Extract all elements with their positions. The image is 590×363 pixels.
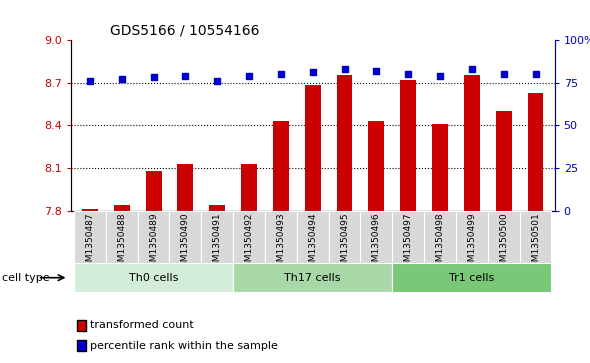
Text: GSM1350492: GSM1350492 [244,212,254,273]
Bar [360,211,392,263]
Text: GSM1350488: GSM1350488 [117,212,126,273]
Bar [74,211,106,263]
Text: transformed count: transformed count [90,320,194,330]
Bar [329,211,360,263]
Text: percentile rank within the sample: percentile rank within the sample [90,340,277,351]
Bar [297,211,329,263]
Point [499,71,509,77]
Bar [424,211,456,263]
Bar [241,164,257,211]
Bar [520,211,552,263]
Point [435,73,445,79]
Bar [233,211,265,263]
Bar [527,93,543,211]
Text: GSM1350499: GSM1350499 [467,212,476,273]
Point [181,73,190,79]
Text: Th0 cells: Th0 cells [129,273,178,283]
Point [85,78,94,84]
Point [467,66,477,72]
Point [244,73,254,79]
Bar [201,211,233,263]
Point [117,76,126,82]
Bar [74,263,233,292]
Bar [305,85,320,211]
Bar [209,205,225,211]
Bar [464,76,480,211]
Point [404,71,413,77]
Bar [146,171,162,211]
Point [340,66,349,72]
Point [531,71,540,77]
Bar [265,211,297,263]
Bar [400,80,416,211]
Bar [336,76,352,211]
Bar [392,263,552,292]
Text: GSM1350491: GSM1350491 [213,212,222,273]
Text: GSM1350489: GSM1350489 [149,212,158,273]
Bar [273,121,289,211]
Text: Th17 cells: Th17 cells [284,273,341,283]
Bar [368,121,384,211]
Bar [106,211,137,263]
Text: GSM1350497: GSM1350497 [404,212,412,273]
Point [212,78,222,84]
Bar [456,211,488,263]
Bar [392,211,424,263]
Bar [488,211,520,263]
Text: GSM1350498: GSM1350498 [435,212,444,273]
Bar [432,124,448,211]
Point [149,74,158,80]
Text: GDS5166 / 10554166: GDS5166 / 10554166 [110,23,259,37]
Text: GSM1350487: GSM1350487 [86,212,94,273]
Bar [114,205,130,211]
Bar [496,111,512,211]
Text: GSM1350501: GSM1350501 [531,212,540,273]
Bar [233,263,392,292]
Bar [82,209,98,211]
Text: GSM1350496: GSM1350496 [372,212,381,273]
Text: Tr1 cells: Tr1 cells [449,273,494,283]
Point [276,71,286,77]
Bar [137,211,169,263]
Text: GSM1350500: GSM1350500 [499,212,508,273]
Bar [178,164,194,211]
Text: GSM1350495: GSM1350495 [340,212,349,273]
Text: cell type: cell type [2,273,50,283]
Text: GSM1350493: GSM1350493 [276,212,286,273]
Text: GSM1350490: GSM1350490 [181,212,190,273]
Bar [169,211,201,263]
Point [372,68,381,74]
Text: GSM1350494: GSM1350494 [308,212,317,273]
Point [308,69,317,75]
